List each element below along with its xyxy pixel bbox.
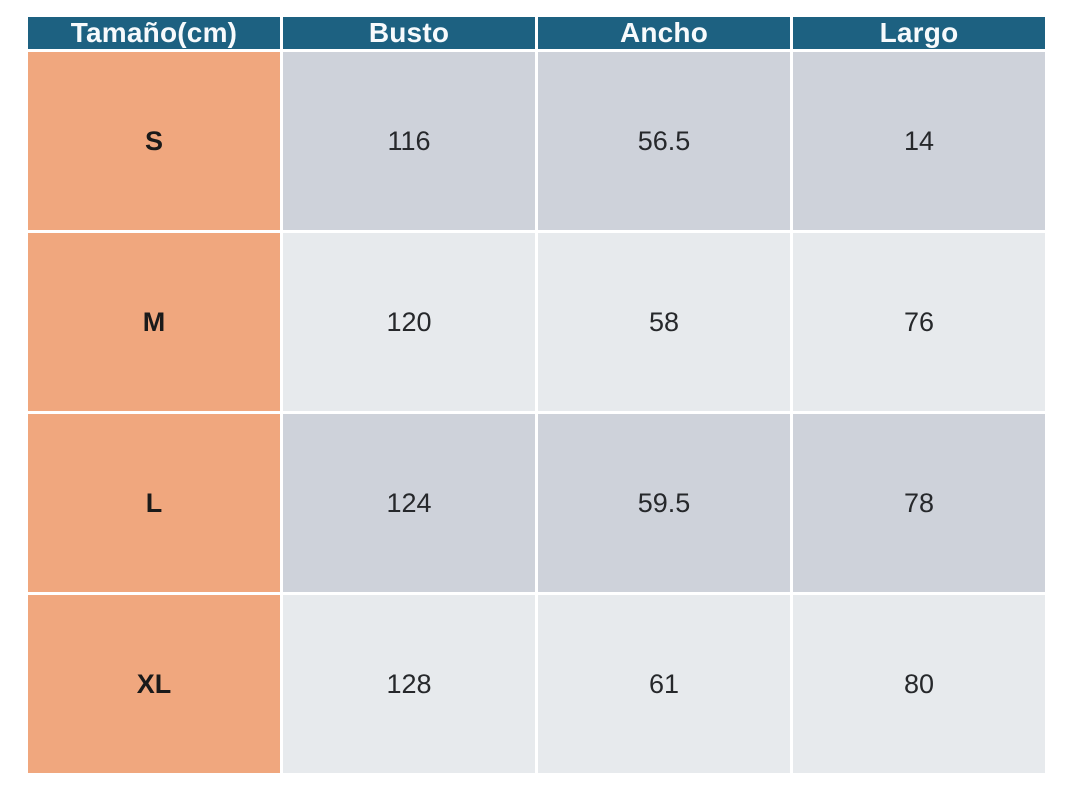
table-row-l: L 124 59.5 78 bbox=[28, 414, 1045, 592]
largo-value-cell: 14 bbox=[793, 52, 1045, 230]
largo-value-cell: 78 bbox=[793, 414, 1045, 592]
table-body: S 116 56.5 14 M 120 58 76 L 124 59.5 78 … bbox=[28, 52, 1045, 773]
size-label-cell: L bbox=[28, 414, 280, 592]
size-label-cell: S bbox=[28, 52, 280, 230]
column-header-busto: Busto bbox=[283, 17, 535, 49]
busto-value-cell: 120 bbox=[283, 233, 535, 411]
ancho-value-cell: 58 bbox=[538, 233, 790, 411]
header-row: Tamaño(cm) Busto Ancho Largo bbox=[28, 17, 1045, 49]
column-header-tamano: Tamaño(cm) bbox=[28, 17, 280, 49]
size-chart-table: Tamaño(cm) Busto Ancho Largo S 116 56.5 … bbox=[25, 14, 1048, 776]
ancho-value-cell: 59.5 bbox=[538, 414, 790, 592]
busto-value-cell: 128 bbox=[283, 595, 535, 773]
table-row-m: M 120 58 76 bbox=[28, 233, 1045, 411]
table-header: Tamaño(cm) Busto Ancho Largo bbox=[28, 17, 1045, 49]
largo-value-cell: 80 bbox=[793, 595, 1045, 773]
busto-value-cell: 124 bbox=[283, 414, 535, 592]
ancho-value-cell: 56.5 bbox=[538, 52, 790, 230]
size-label-cell: XL bbox=[28, 595, 280, 773]
ancho-value-cell: 61 bbox=[538, 595, 790, 773]
column-header-largo: Largo bbox=[793, 17, 1045, 49]
table-row-s: S 116 56.5 14 bbox=[28, 52, 1045, 230]
largo-value-cell: 76 bbox=[793, 233, 1045, 411]
busto-value-cell: 116 bbox=[283, 52, 535, 230]
size-label-cell: M bbox=[28, 233, 280, 411]
table-row-xl: XL 128 61 80 bbox=[28, 595, 1045, 773]
column-header-ancho: Ancho bbox=[538, 17, 790, 49]
